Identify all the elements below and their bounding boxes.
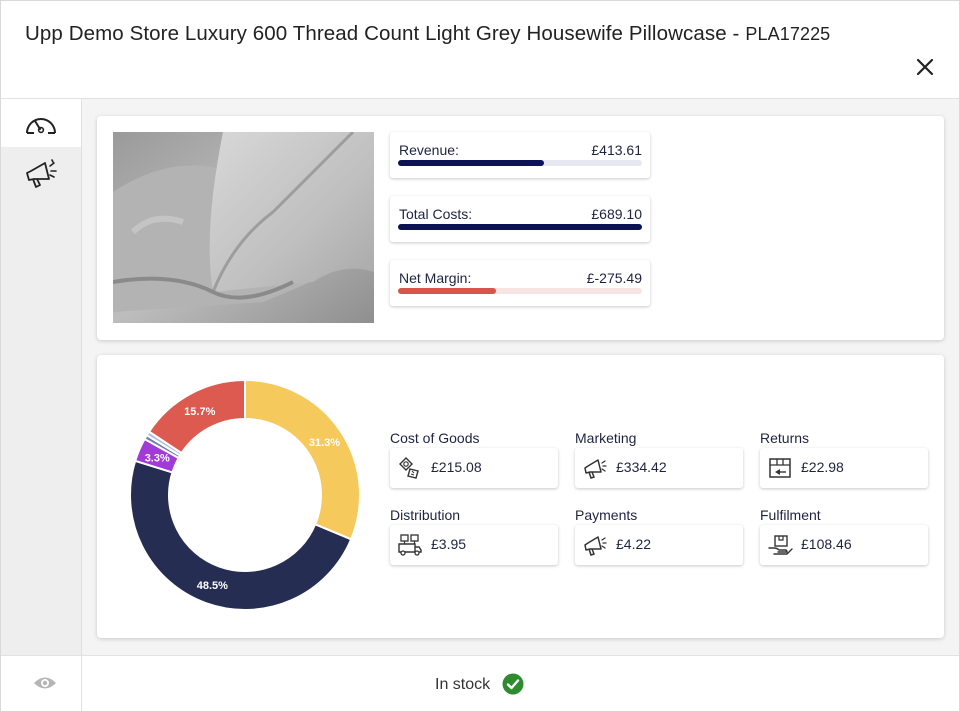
modal-header: Upp Demo Store Luxury 600 Thread Count L… xyxy=(1,1,959,99)
cost-label-distribution: Distribution xyxy=(390,507,461,523)
close-button[interactable] xyxy=(913,55,937,79)
donut-label: 31.3% xyxy=(309,437,340,449)
megaphone-icon xyxy=(26,159,57,188)
returns-box-icon xyxy=(769,458,791,478)
close-icon xyxy=(916,58,934,76)
cost-value: £4.22 xyxy=(616,536,652,552)
donut-label: 48.5% xyxy=(197,580,228,592)
cost-value: £3.95 xyxy=(431,536,467,552)
page-title: Upp Demo Store Luxury 600 Thread Count L… xyxy=(25,22,830,46)
megaphone-icon xyxy=(584,459,607,479)
cost-box-fulfilment: £108.46 xyxy=(760,525,928,565)
metric-track xyxy=(398,160,642,166)
goods-tag-icon xyxy=(399,457,419,479)
cost-box-payments: £4.22 xyxy=(575,525,743,565)
cost-label-returns: Returns xyxy=(760,430,810,446)
product-sku: PLA17225 xyxy=(745,24,831,44)
cost-label-marketing: Marketing xyxy=(575,430,637,446)
cost-value: £108.46 xyxy=(801,536,852,552)
metric-net-margin: Net Margin: £-275.49 xyxy=(390,260,650,306)
metric-bar xyxy=(398,224,642,230)
cost-box-goods: £215.08 xyxy=(390,448,558,488)
cost-value: £22.98 xyxy=(801,459,844,475)
check-circle-icon xyxy=(502,673,524,695)
donut-label: 15.7% xyxy=(184,406,215,418)
metric-total-costs: Total Costs: £689.10 xyxy=(390,196,650,242)
metric-label: Revenue: xyxy=(399,142,459,158)
metric-label: Net Margin: xyxy=(399,270,472,286)
metric-value: £413.61 xyxy=(591,142,642,158)
metric-bar xyxy=(398,288,496,294)
metric-value: £689.10 xyxy=(591,206,642,222)
metric-label: Total Costs: xyxy=(399,206,473,222)
cost-box-distribution: £3.95 xyxy=(390,525,558,565)
cost-label-payments: Payments xyxy=(575,507,638,523)
cost-donut-chart: 31.3% 48.5% 3.3% 15.7% xyxy=(129,379,361,611)
metric-revenue: Revenue: £413.61 xyxy=(390,132,650,178)
main-content: Revenue: £413.61 Total Costs: £689.10 Ne… xyxy=(82,99,959,655)
cost-label-fulfilment: Fulfilment xyxy=(760,507,821,523)
sidebar-item-marketing[interactable] xyxy=(1,147,81,195)
cost-box-returns: £22.98 xyxy=(760,448,928,488)
visibility-toggle[interactable] xyxy=(1,656,82,711)
hand-package-icon xyxy=(768,535,793,555)
metric-track xyxy=(398,224,642,230)
cost-value: £334.42 xyxy=(616,459,667,475)
gauge-icon xyxy=(26,118,56,134)
donut-slice-fulfilment[interactable] xyxy=(147,379,246,455)
donut-label: 3.3% xyxy=(145,452,170,464)
cost-label-goods: Cost of Goods xyxy=(390,430,480,446)
metric-value: £-275.49 xyxy=(586,270,642,286)
delivery-truck-icon xyxy=(398,534,422,556)
eye-icon xyxy=(34,677,56,689)
sidebar-item-overview[interactable] xyxy=(1,99,81,147)
product-title: Upp Demo Store Luxury 600 Thread Count L… xyxy=(25,22,740,45)
cost-breakdown-card: 31.3% 48.5% 3.3% 15.7% Cost of Goods £215.0… xyxy=(97,355,944,638)
cost-box-marketing: £334.42 xyxy=(575,448,743,488)
donut-slice-cost-of-goods[interactable] xyxy=(244,379,361,541)
summary-card: Revenue: £413.61 Total Costs: £689.10 Ne… xyxy=(97,116,944,340)
donut-slice-marketing[interactable] xyxy=(129,459,353,611)
metric-track xyxy=(398,288,642,294)
product-image xyxy=(113,132,374,323)
modal-footer: In stock xyxy=(1,655,959,711)
cost-value: £215.08 xyxy=(431,459,482,475)
sidebar xyxy=(1,99,82,655)
megaphone-icon xyxy=(584,536,607,556)
stock-status-text: In stock xyxy=(435,676,491,693)
metric-bar xyxy=(398,160,545,166)
